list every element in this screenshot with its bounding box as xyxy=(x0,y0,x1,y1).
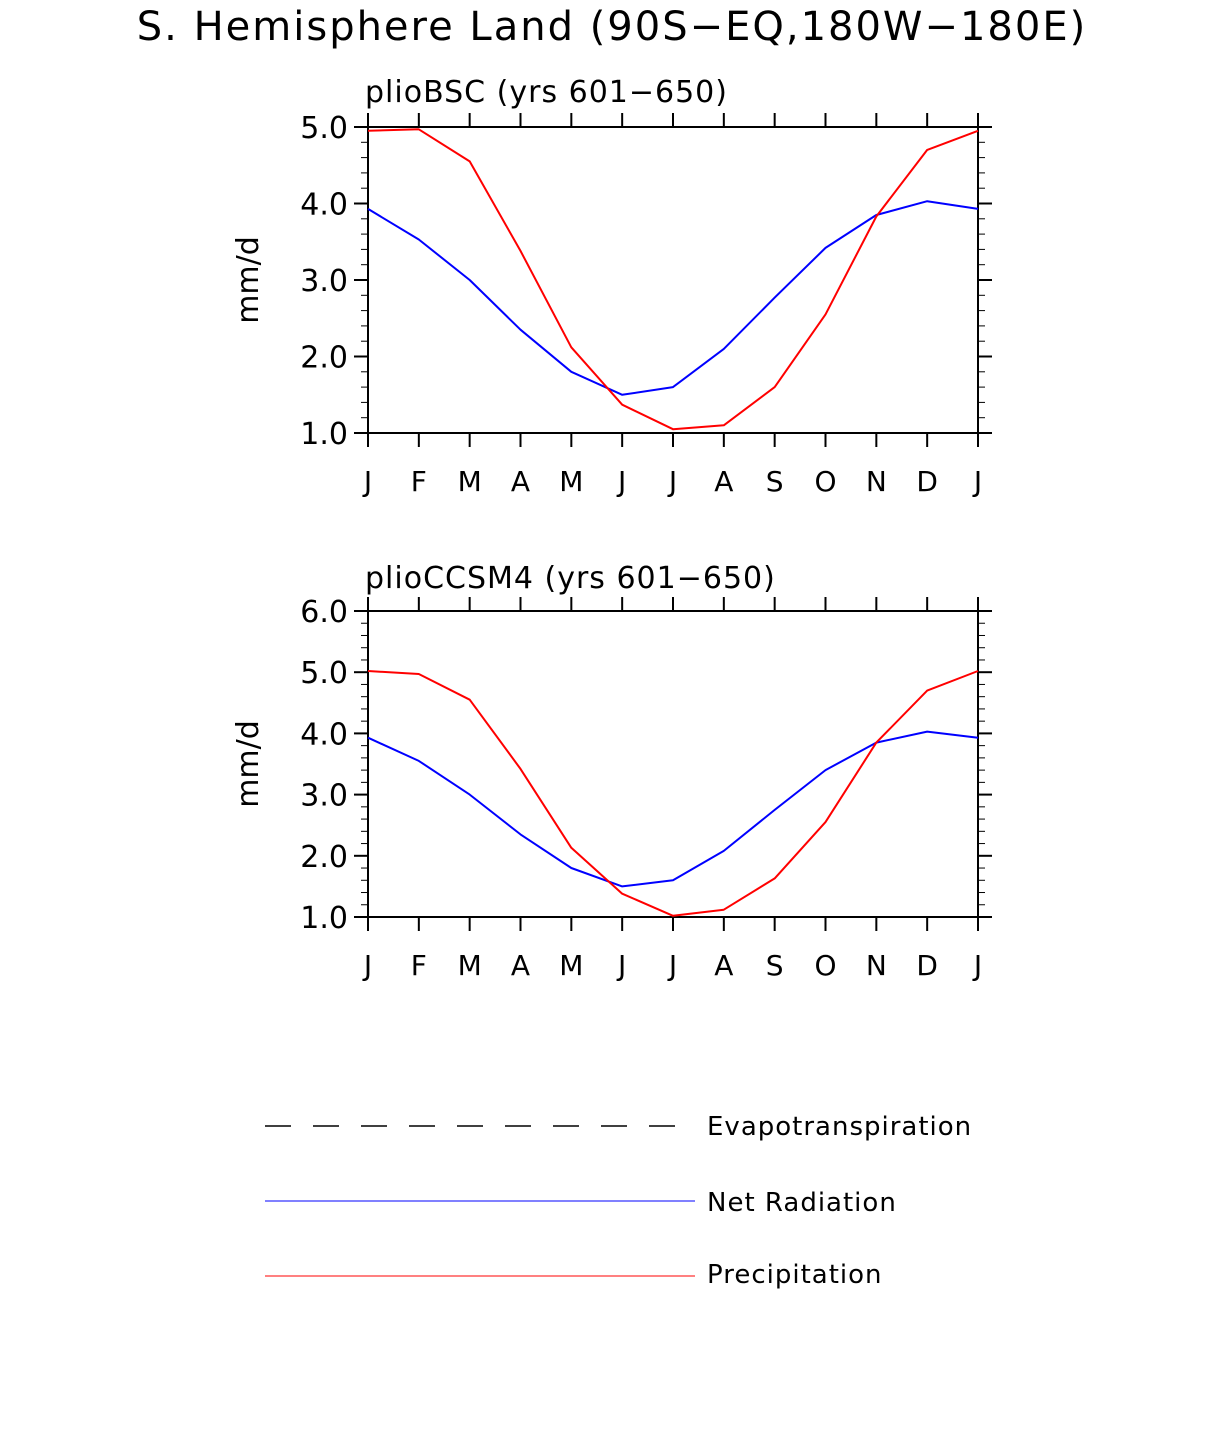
x-tick-label: N xyxy=(866,465,887,498)
x-tick-label: O xyxy=(814,949,836,982)
tick-marks xyxy=(354,597,992,931)
x-tick-label: S xyxy=(766,465,784,498)
x-tick-label: J xyxy=(616,465,626,498)
legend-item-net-radiation: Net Radiation xyxy=(265,1188,897,1218)
tick-marks xyxy=(354,113,992,447)
x-tick-label: J xyxy=(667,465,677,498)
x-tick-label: O xyxy=(814,465,836,498)
x-tick-label: J xyxy=(362,465,372,498)
y-tick-label: 1.0 xyxy=(300,901,348,936)
figure-title: S. Hemisphere Land (90S−EQ,180W−180E) xyxy=(137,4,1087,50)
y-tick-label: 3.0 xyxy=(300,779,348,814)
y-tick-label: 6.0 xyxy=(300,595,348,630)
y-tick-label: 1.0 xyxy=(300,417,348,452)
series-line-precipitation xyxy=(367,128,979,431)
series-line-precipitation xyxy=(367,670,979,917)
x-tick-label: A xyxy=(511,465,530,498)
legend-label: Precipitation xyxy=(707,1260,883,1290)
x-tick-label: J xyxy=(972,949,982,982)
y-tick-label: 5.0 xyxy=(300,111,348,146)
x-tick-label: M xyxy=(458,949,482,982)
y-tick-label: 2.0 xyxy=(300,840,348,875)
plot-frame xyxy=(367,610,979,918)
x-tick-label: J xyxy=(362,949,372,982)
x-tick-label: A xyxy=(714,465,733,498)
y-tick-labels: 1.0 2.0 3.0 4.0 5.0 xyxy=(300,111,348,452)
legend-item-evapotranspiration: Evapotranspiration xyxy=(265,1112,972,1142)
legend-item-precipitation: Precipitation xyxy=(265,1260,883,1290)
x-tick-label: M xyxy=(559,949,583,982)
panel-title: plioCCSM4 (yrs 601−650) xyxy=(365,561,776,596)
x-tick-label: S xyxy=(766,949,784,982)
y-tick-label: 2.0 xyxy=(300,341,348,376)
series-line-net-radiation xyxy=(367,200,979,396)
legend-label: Evapotranspiration xyxy=(707,1112,972,1142)
x-tick-label: F xyxy=(411,465,427,498)
series-lines xyxy=(367,128,979,431)
x-tick-label: F xyxy=(411,949,427,982)
x-tick-label: D xyxy=(916,949,938,982)
legend: Evapotranspiration Net Radiation Precipi… xyxy=(265,1112,972,1290)
y-axis-label: mm/d xyxy=(231,720,266,808)
x-tick-label: M xyxy=(458,465,482,498)
chart-panel-pliobsc: plioBSC (yrs 601−650) mm/d 1.0 2.0 3.0 4.0 5… xyxy=(231,75,992,498)
x-tick-label: J xyxy=(667,949,677,982)
y-tick-labels: 1.0 2.0 3.0 4.0 5.0 6.0 xyxy=(300,595,348,936)
x-tick-label: D xyxy=(916,465,938,498)
y-tick-label: 4.0 xyxy=(300,717,348,752)
series-line-net-radiation xyxy=(367,730,979,888)
x-tick-label: J xyxy=(616,949,626,982)
legend-label: Net Radiation xyxy=(707,1188,897,1218)
chart-panel-plioccsm4: plioCCSM4 (yrs 601−650) mm/d 1.0 2.0 3.0 4.… xyxy=(231,561,992,982)
y-tick-label: 5.0 xyxy=(300,656,348,691)
y-tick-label: 3.0 xyxy=(300,264,348,299)
x-tick-label: J xyxy=(972,465,982,498)
x-tick-label: A xyxy=(714,949,733,982)
series-lines xyxy=(367,670,979,917)
x-tick-label: N xyxy=(866,949,887,982)
x-tick-label: M xyxy=(559,465,583,498)
x-tick-label: A xyxy=(511,949,530,982)
y-tick-label: 4.0 xyxy=(300,188,348,223)
panel-title: plioBSC (yrs 601−650) xyxy=(365,75,728,110)
y-axis-label: mm/d xyxy=(231,236,266,324)
